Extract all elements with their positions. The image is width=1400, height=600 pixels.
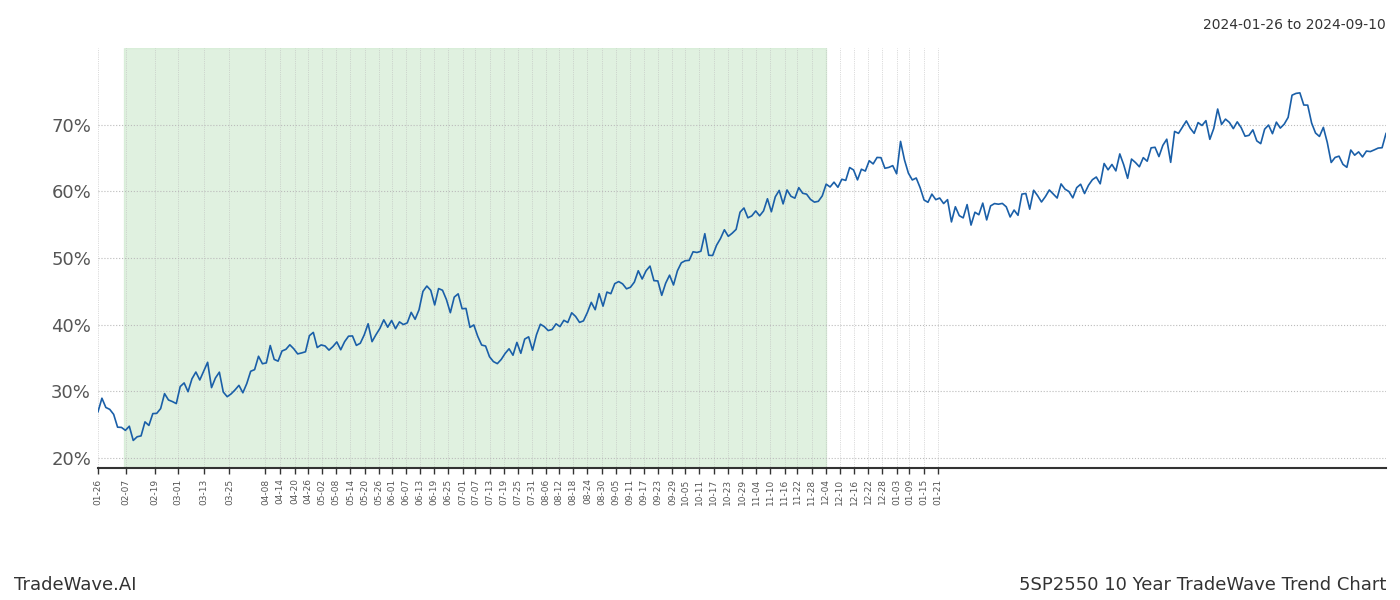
Text: 5SP2550 10 Year TradeWave Trend Chart: 5SP2550 10 Year TradeWave Trend Chart <box>1019 576 1386 594</box>
Text: 2024-01-26 to 2024-09-10: 2024-01-26 to 2024-09-10 <box>1203 18 1386 32</box>
Bar <box>123 48 826 468</box>
Text: TradeWave.AI: TradeWave.AI <box>14 576 137 594</box>
